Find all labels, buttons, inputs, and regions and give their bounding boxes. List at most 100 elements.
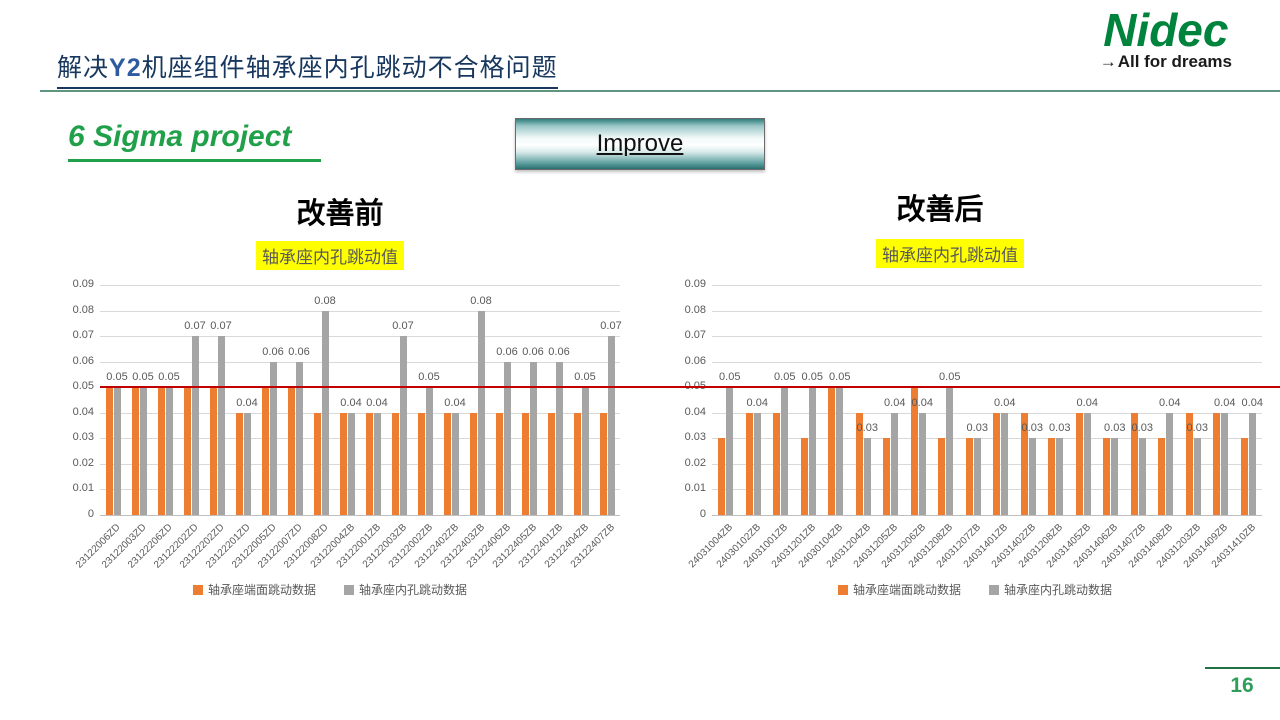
page-title-post: 机座组件轴承座内孔跳动不合格问题 — [141, 55, 558, 82]
bar-face-runout — [209, 387, 217, 515]
bar-face-runout — [1103, 438, 1111, 515]
data-label: 0.06 — [288, 345, 310, 358]
gridline — [100, 336, 620, 338]
bar-bore-runout — [808, 387, 816, 515]
bar-bore-runout — [1056, 438, 1064, 515]
data-label: 0.08 — [314, 294, 336, 307]
data-label: 0.04 — [340, 396, 362, 409]
data-label: 0.05 — [106, 371, 128, 384]
y-axis-tick-label: 0.04 — [684, 405, 706, 418]
y-axis-tick-label: 0.06 — [72, 354, 94, 367]
gridline — [712, 336, 1262, 338]
bar-face-runout — [1158, 438, 1166, 515]
gridline — [100, 285, 620, 286]
bar-bore-runout — [607, 336, 615, 515]
y-axis-tick-label: 0.01 — [72, 482, 94, 495]
legend-label: 轴承座端面跳动数据 — [852, 583, 961, 597]
bar-face-runout — [800, 438, 808, 515]
bar-face-runout — [443, 412, 451, 515]
bar-bore-runout — [425, 387, 433, 515]
bar-bore-runout — [113, 387, 121, 515]
data-label: 0.04 — [884, 396, 906, 409]
bar-bore-runout — [477, 310, 485, 515]
bar-face-runout — [773, 412, 781, 515]
gridline — [100, 463, 620, 465]
bar-bore-runout — [1111, 438, 1119, 515]
bar-bore-runout — [891, 412, 899, 515]
y-axis-tick-label: 0 — [699, 508, 706, 520]
gridline — [712, 361, 1262, 363]
bar-bore-runout — [1001, 412, 1009, 515]
bar-face-runout — [235, 412, 243, 515]
bar-bore-runout — [191, 336, 199, 515]
chart-title-before: 轴承座内孔跳动值 — [256, 241, 404, 270]
x-axis-line — [712, 515, 1262, 516]
data-label: 0.04 — [444, 396, 466, 409]
data-label: 0.05 — [719, 371, 741, 384]
legend-item: 轴承座端面跳动数据 — [837, 581, 961, 598]
data-label: 0.06 — [496, 345, 518, 358]
bar-face-runout — [547, 412, 555, 515]
bar-face-runout — [417, 412, 425, 515]
bar-bore-runout — [946, 387, 954, 515]
bar-bore-runout — [529, 361, 537, 515]
bar-bore-runout — [321, 310, 329, 515]
y-axis-tick-label: 0.09 — [72, 278, 94, 290]
gridline — [712, 489, 1262, 491]
data-label: 0.04 — [366, 396, 388, 409]
y-axis-tick-label: 0.04 — [72, 405, 94, 418]
bar-face-runout — [131, 387, 139, 515]
legend-swatch-bore — [344, 584, 354, 595]
bar-bore-runout — [347, 412, 355, 515]
header-divider — [40, 90, 1280, 92]
data-label: 0.04 — [1076, 396, 1098, 409]
y-axis-tick-label: 0.03 — [72, 431, 94, 444]
y-axis-tick-label: 0.03 — [684, 431, 706, 444]
data-label: 0.04 — [1241, 396, 1263, 409]
chart-title-wrap-after: 轴承座内孔跳动值 — [750, 239, 1150, 268]
tagline-text: All for dreams — [1117, 52, 1232, 71]
page-number: 16 — [1230, 674, 1254, 697]
legend-item: 轴承座内孔跳动数据 — [344, 581, 467, 598]
data-label: 0.03 — [966, 422, 988, 435]
y-axis-tick-label: 0.01 — [684, 482, 706, 495]
bar-bore-runout — [555, 361, 563, 515]
bar-bore-runout — [1138, 438, 1146, 515]
bar-face-runout — [1240, 438, 1248, 515]
nidec-brand-text: Nidec — [1103, 4, 1229, 56]
data-label: 0.03 — [1186, 422, 1208, 435]
data-label: 0.04 — [994, 396, 1016, 409]
bar-face-runout — [1020, 412, 1028, 515]
data-label: 0.04 — [911, 396, 933, 409]
bar-face-runout — [183, 387, 191, 515]
bar-face-runout — [910, 387, 918, 515]
legend-before: 轴承座端面跳动数据 轴承座内孔跳动数据 — [50, 581, 610, 598]
bar-bore-runout — [1193, 438, 1201, 515]
gridline — [100, 310, 620, 312]
legend-swatch-face — [837, 584, 848, 595]
data-label: 0.08 — [470, 294, 492, 307]
bar-bore-runout — [581, 387, 589, 515]
data-label: 0.05 — [939, 371, 961, 384]
data-label: 0.04 — [746, 396, 768, 409]
improve-banner: Improve — [515, 118, 765, 170]
x-axis: 24031004ZB 24030102ZB 24031001ZB 24031201ZB… — [687, 518, 1262, 588]
chart-heading-before: 改善前 — [296, 198, 384, 230]
project-title: 6 Sigma project — [68, 120, 322, 162]
chart-title-after: 轴承座内孔跳动值 — [876, 239, 1024, 268]
legend-label: 轴承座内孔跳动数据 — [359, 583, 468, 597]
data-label: 0.07 — [392, 320, 414, 333]
y-axis-tick-label: 0.07 — [684, 329, 706, 342]
gridline — [100, 438, 620, 440]
y-axis-tick-label: 0 — [87, 508, 94, 520]
data-label: 0.07 — [184, 320, 206, 333]
bar-bore-runout — [863, 438, 871, 515]
y-axis-tick-label: 0.05 — [72, 380, 94, 393]
bar-bore-runout — [1028, 438, 1036, 515]
bar-bore-runout — [243, 412, 251, 515]
bar-face-runout — [365, 412, 373, 515]
gridline — [712, 285, 1262, 286]
bar-face-runout — [495, 412, 503, 515]
bar-face-runout — [855, 412, 863, 515]
bar-bore-runout — [217, 336, 225, 515]
